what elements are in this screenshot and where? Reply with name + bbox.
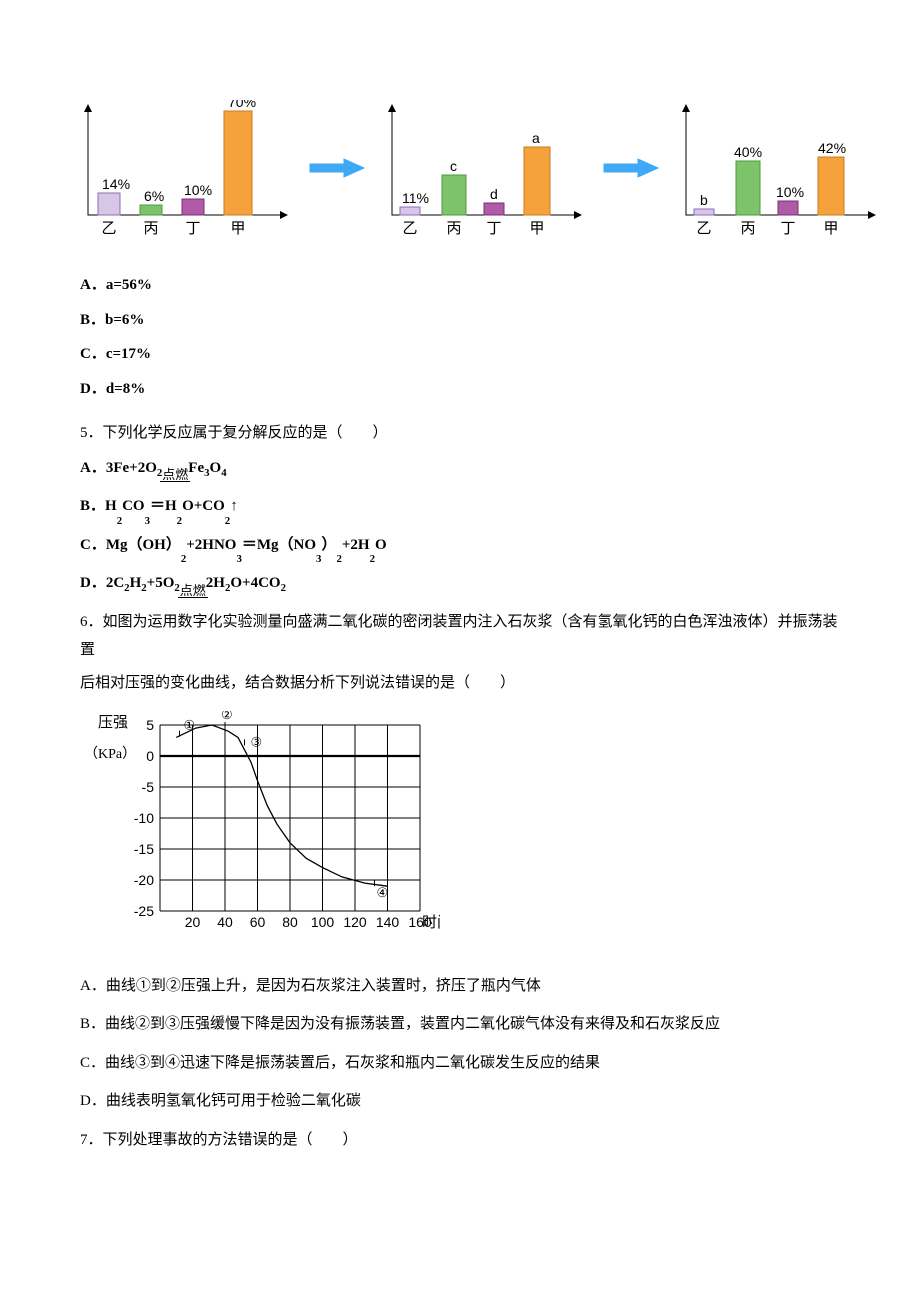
svg-text:42%: 42%: [818, 140, 846, 156]
svg-text:14%: 14%: [102, 176, 130, 192]
q6-opt-b: B．曲线②到③压强缓慢下降是因为没有振荡装置，装置内二氧化碳气体没有来得及和石灰…: [80, 1010, 840, 1039]
svg-text:70%: 70%: [228, 100, 256, 110]
svg-text:80: 80: [282, 914, 298, 930]
q5-stem: 5．下列化学反应属于复分解反应的是（ ）: [80, 419, 840, 448]
svg-text:c: c: [450, 158, 457, 174]
svg-text:40: 40: [217, 914, 233, 930]
svg-text:②: ②: [221, 711, 233, 722]
svg-text:0: 0: [146, 748, 154, 764]
svg-text:11%: 11%: [402, 190, 429, 206]
q4-options: A．a=56% B．b=6% C．c=17% D．d=8%: [80, 271, 840, 403]
svg-text:120: 120: [343, 914, 367, 930]
svg-text:d: d: [490, 186, 498, 202]
svg-text:10%: 10%: [776, 184, 804, 200]
bar-charts-row: 14%乙6%丙10%丁70%甲 11%乙c丙d丁a甲 b乙40%丙10%丁42%…: [80, 100, 840, 235]
svg-text:-20: -20: [134, 872, 154, 888]
svg-text:-5: -5: [142, 779, 155, 795]
q5-opt-a: A．3Fe+2O2点燃─ Fe3O4: [80, 454, 840, 483]
svg-text:丁: 丁: [780, 221, 795, 235]
svg-text:10%: 10%: [184, 182, 212, 198]
svg-text:乙: 乙: [101, 221, 116, 235]
svg-text:丁: 丁: [486, 221, 501, 235]
svg-text:③: ③: [251, 734, 263, 749]
svg-text:丙: 丙: [740, 221, 755, 235]
q6-stem-line2: 后相对压强的变化曲线，结合数据分析下列说法错误的是（ ）: [80, 669, 840, 698]
pressure-chart: 50-5-10-15-20-2520406080100120140160压强（K…: [80, 711, 840, 952]
svg-text:60: 60: [250, 914, 266, 930]
svg-text:时间: 时间: [422, 914, 440, 931]
svg-text:压强: 压强: [98, 714, 128, 731]
svg-text:乙: 乙: [696, 221, 711, 235]
q6-opt-c: C．曲线③到④迅速下降是振荡装置后，石灰浆和瓶内二氧化碳发生反应的结果: [80, 1049, 840, 1078]
bar-chart-2: 11% 乙 c 丙 d 丁 a 甲: [384, 100, 584, 235]
placeholder-square-icon: [458, 1, 468, 11]
svg-text:-15: -15: [134, 841, 154, 857]
svg-text:丁: 丁: [185, 221, 200, 235]
svg-text:5: 5: [146, 717, 154, 733]
svg-text:-10: -10: [134, 810, 154, 826]
q5-opt-d: D．2C2H2+5O2点燃─ 2H2O+4CO2: [80, 569, 840, 598]
svg-text:b: b: [700, 192, 708, 208]
arrow-icon: [308, 156, 366, 180]
svg-text:100: 100: [311, 914, 335, 930]
svg-text:20: 20: [185, 914, 201, 930]
svg-text:乙: 乙: [402, 221, 417, 235]
q6-opt-a: A．曲线①到②压强上升，是因为石灰浆注入装置时，挤压了瓶内气体: [80, 972, 840, 1001]
svg-text:甲: 甲: [230, 221, 245, 235]
svg-text:丙: 丙: [143, 221, 158, 235]
svg-text:6%: 6%: [144, 188, 164, 204]
q6-opt-d: D．曲线表明氢氧化钙可用于检验二氧化碳: [80, 1087, 840, 1116]
q4-opt-a: A．a=56%: [80, 271, 840, 300]
q7-stem: 7．下列处理事故的方法错误的是（ ）: [80, 1126, 840, 1155]
q4-opt-d: D．d=8%: [80, 375, 840, 404]
q5-opt-c: C．Mg（OH）2+2HNO3＝Mg（NO3）2+2H2O: [80, 531, 840, 560]
svg-text:-25: -25: [134, 903, 154, 919]
svg-text:（KPa）: （KPa）: [84, 746, 136, 762]
svg-text:④: ④: [377, 885, 389, 900]
svg-text:140: 140: [376, 914, 400, 930]
bar-chart-1: 14% 乙 6% 丙 10% 丁 70% 甲: [80, 100, 290, 235]
q6-stem-line1: 6．如图为运用数字化实验测量向盛满二氧化碳的密闭装置内注入石灰浆（含有氢氧化钙的…: [80, 608, 840, 665]
q4-opt-c: C．c=17%: [80, 340, 840, 369]
svg-text:甲: 甲: [529, 221, 544, 235]
q4-opt-b: B．b=6%: [80, 306, 840, 335]
bar-chart-3: b乙 40% 丙 10% 丁 42% 甲: [678, 100, 878, 235]
q5-opt-b: B．H2CO3＝H2O+CO2↑: [80, 492, 840, 521]
svg-text:甲: 甲: [823, 221, 838, 235]
svg-text:丙: 丙: [446, 221, 461, 235]
svg-text:40%: 40%: [734, 144, 762, 160]
svg-text:①: ①: [184, 718, 196, 733]
arrow-icon: [602, 156, 660, 180]
svg-text:a: a: [532, 130, 540, 146]
